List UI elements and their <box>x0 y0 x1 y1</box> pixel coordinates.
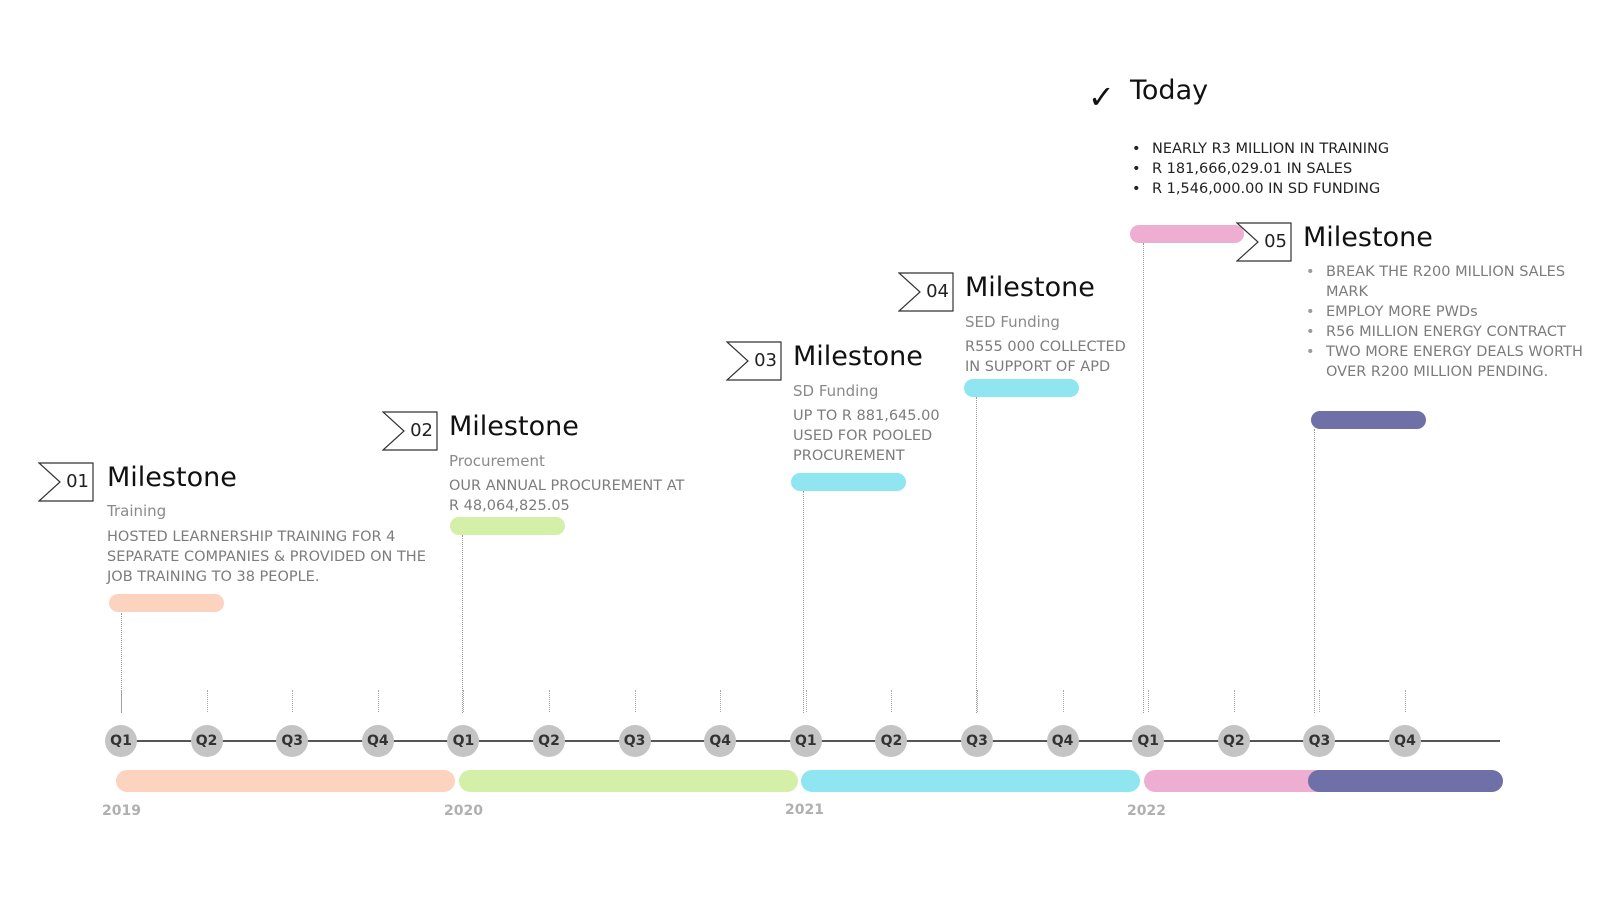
quarter-tick <box>805 690 807 712</box>
quarter-marker: Q3 <box>618 725 651 757</box>
milestone-number: 02 <box>410 420 433 441</box>
quarter-tick <box>1233 690 1235 712</box>
year-label-2021: 2021 <box>785 802 824 818</box>
quarter-marker: Q4 <box>1046 725 1079 757</box>
milestone-05-bar <box>1311 411 1426 429</box>
milestone-04-flag: 04 <box>898 272 954 312</box>
quarter-marker: Q2 <box>1217 725 1250 757</box>
milestone-number: 03 <box>754 350 777 371</box>
today-title: Today <box>1130 75 1209 106</box>
year-bar-2019 <box>116 770 455 792</box>
quarter-marker: Q1 <box>1132 725 1165 757</box>
quarter-marker: Q2 <box>533 725 565 757</box>
quarter-marker: Q1 <box>789 725 822 757</box>
quarter-marker: Q4 <box>361 725 394 757</box>
quarter-tick <box>634 690 636 712</box>
milestone-02-subtitle: Procurement <box>449 452 545 470</box>
quarter-marker: Q2 <box>875 725 908 757</box>
today-item: R 1,546,000.00 IN SD FUNDING <box>1132 179 1389 199</box>
milestone-05-item: EMPLOY MORE PWDs <box>1306 302 1591 322</box>
year-bar-2020 <box>459 770 798 792</box>
milestone-number: 04 <box>926 281 949 302</box>
quarter-tick <box>891 690 893 712</box>
milestone-01-bar <box>109 594 224 612</box>
today-connector <box>1143 243 1144 713</box>
year-bar-2022 <box>1144 770 1354 792</box>
milestone-03-flag: 03 <box>726 341 782 381</box>
quarter-marker: Q2 <box>190 725 223 757</box>
milestone-01-subtitle: Training <box>107 502 167 520</box>
quarter-tick <box>1319 690 1321 712</box>
milestone-02-description: OUR ANNUAL PROCUREMENT AT R 48,064,825.0… <box>449 478 685 514</box>
milestone-number: 05 <box>1264 231 1287 252</box>
quarter-marker: Q3 <box>1303 725 1336 757</box>
milestone-02-flag: 02 <box>382 411 438 451</box>
quarter-marker: Q3 <box>961 725 993 757</box>
quarter-tick <box>977 690 978 712</box>
milestone-04-title: Milestone <box>965 272 1095 303</box>
milestone-05-flag: 05 <box>1236 222 1292 262</box>
quarter-marker: Q4 <box>704 725 737 757</box>
flag-icon <box>726 341 782 381</box>
year-label-2022: 2022 <box>1127 803 1166 819</box>
quarter-tick <box>292 690 294 712</box>
milestone-03-title: Milestone <box>793 341 923 372</box>
quarter-marker: Q4 <box>1389 725 1421 757</box>
milestone-04-bar <box>964 379 1079 397</box>
milestone-04-description: R555 000 COLLECTED IN SUPPORT OF APD <box>965 339 1126 375</box>
quarter-tick <box>206 690 208 712</box>
quarter-marker: Q1 <box>447 725 480 757</box>
today-list: NEARLY R3 MILLION IN TRAINING R 181,666,… <box>1132 139 1389 199</box>
milestone-05-list: BREAK THE R200 MILLION SALES MARK EMPLOY… <box>1306 262 1591 382</box>
milestone-01-description: HOSTED LEARNERSHIP TRAINING FOR 4 SEPARA… <box>107 529 426 585</box>
quarter-marker: Q1 <box>105 725 137 757</box>
flag-icon <box>382 411 438 451</box>
milestone-04-connector <box>976 397 977 713</box>
quarter-tick <box>463 690 465 712</box>
milestone-number: 01 <box>66 471 89 492</box>
quarter-tick <box>121 690 122 712</box>
milestone-01-connector <box>121 613 122 713</box>
today-item: R 181,666,029.01 IN SALES <box>1132 159 1389 179</box>
milestone-05-connector <box>1314 429 1315 713</box>
year-bar-2021 <box>801 770 1140 792</box>
milestone-03-subtitle: SD Funding <box>793 382 879 400</box>
milestone-05-item: TWO MORE ENERGY DEALS WORTH OVER R200 MI… <box>1306 342 1591 382</box>
milestone-01-flag: 01 <box>38 462 94 502</box>
quarter-tick <box>377 690 379 712</box>
year-bar-final <box>1308 770 1503 792</box>
year-label-2019: 2019 <box>102 803 141 819</box>
milestone-02-bar <box>450 517 565 535</box>
quarter-tick <box>1405 690 1406 712</box>
today-item: NEARLY R3 MILLION IN TRAINING <box>1132 139 1389 159</box>
quarter-tick <box>549 690 550 712</box>
milestone-01-title: Milestone <box>107 462 237 493</box>
flag-icon <box>898 272 954 312</box>
quarter-tick <box>720 690 722 712</box>
milestone-03-bar <box>791 473 906 491</box>
flag-icon <box>1236 222 1292 262</box>
checkmark-icon: ✓ <box>1088 78 1115 116</box>
quarter-marker: Q3 <box>276 725 309 757</box>
milestone-03-description: UP TO R 881,645.00 USED FOR POOLED PROCU… <box>793 408 940 464</box>
flag-icon <box>38 462 94 502</box>
milestone-05-title: Milestone <box>1303 222 1433 253</box>
milestone-02-title: Milestone <box>449 411 579 442</box>
quarter-tick <box>1062 690 1064 712</box>
milestone-05-item: BREAK THE R200 MILLION SALES MARK <box>1306 262 1591 302</box>
today-bar <box>1130 225 1244 243</box>
milestone-03-connector <box>803 491 804 713</box>
milestone-04-subtitle: SED Funding <box>965 313 1060 331</box>
milestone-02-connector <box>462 535 463 713</box>
year-label-2020: 2020 <box>444 803 483 819</box>
milestone-05-item: R56 MILLION ENERGY CONTRACT <box>1306 322 1591 342</box>
quarter-tick <box>1148 690 1150 712</box>
